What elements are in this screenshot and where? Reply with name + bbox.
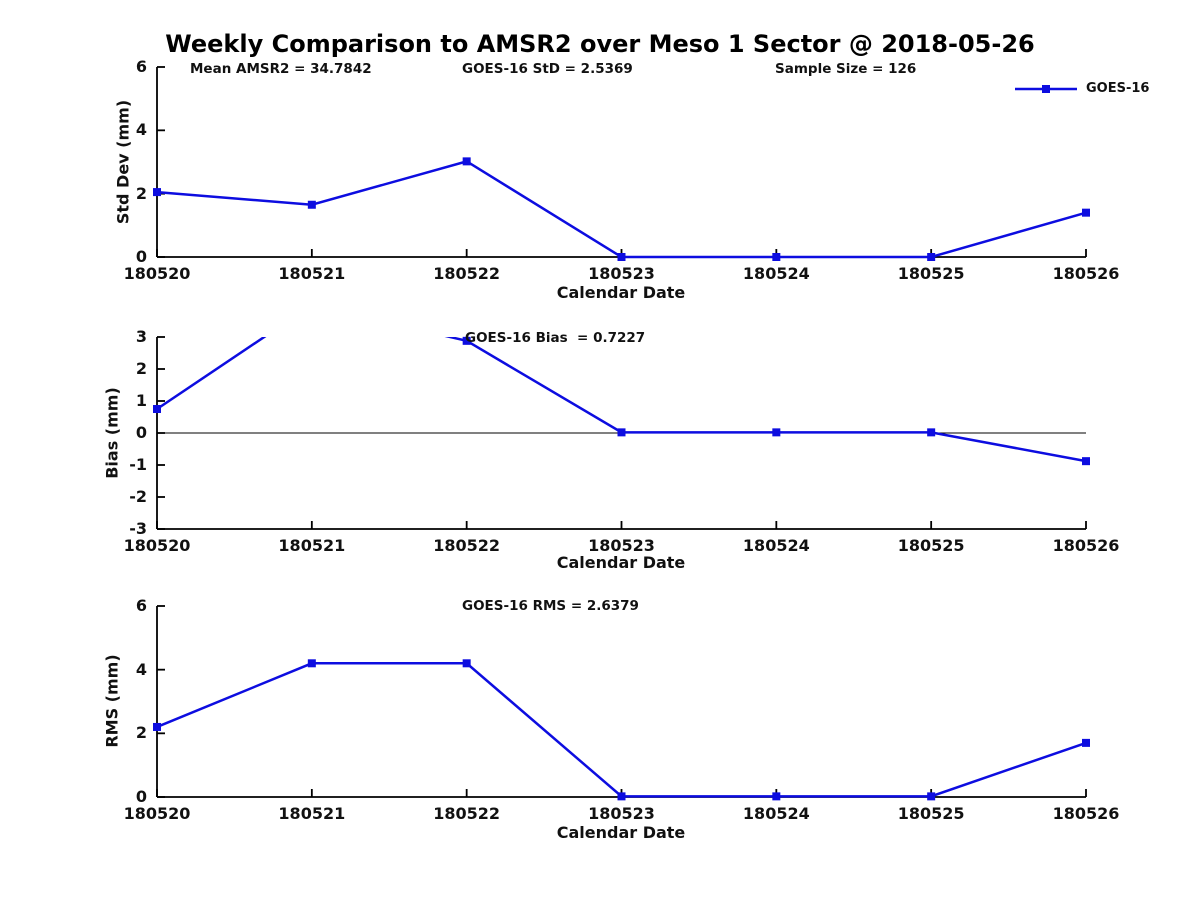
x-tick-label: 180524 bbox=[742, 264, 810, 283]
data-point-marker bbox=[1082, 208, 1090, 217]
x-tick-label: 180525 bbox=[897, 804, 965, 823]
data-point-marker bbox=[927, 792, 936, 801]
x-tick-label: 180526 bbox=[1052, 264, 1120, 283]
y-tick-label: 2 bbox=[135, 723, 147, 743]
x-tick-label: 180523 bbox=[588, 264, 655, 283]
data-point-marker bbox=[927, 428, 936, 437]
y-tick-label: 1 bbox=[135, 391, 147, 410]
data-point-marker bbox=[307, 200, 316, 209]
goes16-series-line bbox=[156, 337, 1087, 463]
x-tick-label: 180521 bbox=[278, 804, 346, 823]
data-point-marker bbox=[153, 722, 161, 731]
annotation-goes16-bias: GOES-16 Bias = 0.7227 bbox=[465, 330, 646, 346]
x-tick-label: 180520 bbox=[123, 804, 191, 823]
x-tick-label: 180522 bbox=[433, 264, 501, 283]
x-tick-label: 180521 bbox=[278, 264, 346, 283]
data-point-marker bbox=[617, 253, 626, 261]
annotation-sample-size: Sample Size = 126 bbox=[775, 61, 917, 77]
x-tick-label: 180522 bbox=[433, 536, 501, 555]
data-point-marker bbox=[307, 659, 316, 668]
x-tick-label: 180520 bbox=[123, 536, 191, 555]
x-tick-label: 180523 bbox=[588, 804, 655, 823]
x-tick-label: 180524 bbox=[742, 804, 810, 823]
legend-label-goes16: GOES-16 bbox=[1086, 81, 1150, 96]
x-axis-label-2: Calendar Date bbox=[556, 553, 686, 572]
data-point-marker bbox=[772, 253, 781, 261]
figure-title: Weekly Comparison to AMSR2 over Meso 1 S… bbox=[165, 30, 1035, 58]
data-point-marker bbox=[772, 792, 781, 801]
data-point-marker bbox=[1082, 738, 1090, 747]
goes16-series-line bbox=[156, 662, 1087, 798]
x-tick-label: 180524 bbox=[742, 536, 810, 555]
x-tick-label: 180526 bbox=[1052, 536, 1120, 555]
y-tick-label: 2 bbox=[135, 183, 147, 203]
legend-marker-sample bbox=[1042, 85, 1050, 93]
y-tick-label: 2 bbox=[135, 359, 147, 378]
y-tick-label: 3 bbox=[135, 327, 147, 346]
data-point-marker bbox=[772, 428, 781, 437]
y-axis-label-stddev: Std Dev (mm) bbox=[113, 99, 133, 225]
data-point-marker bbox=[462, 659, 471, 668]
y-tick-label: -1 bbox=[129, 455, 147, 474]
annotation-mean-amsr2: Mean AMSR2 = 34.7842 bbox=[190, 61, 372, 77]
annotation-goes16-rms: GOES-16 RMS = 2.6379 bbox=[462, 598, 639, 614]
x-tick-label: 180525 bbox=[897, 264, 965, 283]
y-tick-label: 0 bbox=[135, 787, 147, 806]
data-point-marker bbox=[1082, 457, 1090, 466]
annotation-goes16-std: GOES-16 StD = 2.5369 bbox=[462, 61, 633, 77]
x-tick-label: 180526 bbox=[1052, 804, 1120, 823]
data-point-marker bbox=[462, 336, 471, 345]
y-tick-label: -3 bbox=[129, 519, 147, 538]
x-tick-label: 180521 bbox=[278, 536, 346, 555]
data-point-marker bbox=[617, 428, 626, 437]
data-point-marker bbox=[462, 157, 471, 166]
data-point-marker bbox=[153, 188, 161, 197]
x-tick-label: 180525 bbox=[897, 536, 965, 555]
x-axis-label-1: Calendar Date bbox=[556, 283, 686, 302]
y-tick-label: 0 bbox=[135, 423, 147, 442]
y-tick-label: 6 bbox=[135, 596, 147, 615]
y-tick-label: 0 bbox=[135, 247, 147, 266]
goes16-series-line bbox=[156, 160, 1087, 259]
x-tick-label: 180520 bbox=[123, 264, 191, 283]
data-point-marker bbox=[617, 792, 626, 801]
y-tick-label: -2 bbox=[129, 487, 147, 506]
data-point-marker bbox=[153, 405, 161, 413]
x-tick-label: 180522 bbox=[433, 804, 501, 823]
data-point-marker bbox=[927, 253, 936, 261]
x-tick-label: 180523 bbox=[588, 536, 655, 555]
x-axis-label-3: Calendar Date bbox=[556, 823, 686, 842]
y-tick-label: 4 bbox=[135, 659, 147, 679]
y-tick-label: 4 bbox=[135, 120, 147, 140]
y-tick-label: 6 bbox=[135, 57, 147, 76]
